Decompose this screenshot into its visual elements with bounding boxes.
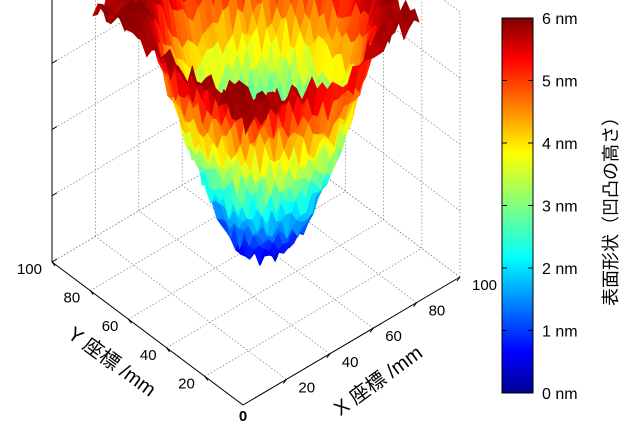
surface-cell <box>241 0 246 14</box>
z-tick <box>51 258 58 263</box>
y-tick <box>51 261 56 267</box>
y-tick <box>127 318 132 324</box>
y-tick-label: 100 <box>17 261 42 278</box>
x-tick-labels: 20 40 60 80 100 <box>298 277 497 396</box>
grid-line <box>225 159 417 303</box>
z-tick <box>51 59 58 64</box>
y-tick <box>166 347 171 353</box>
x-tick <box>369 327 374 333</box>
x-tick-label: 20 <box>298 379 315 396</box>
z-tick <box>51 126 58 130</box>
colorbar-tick-label: 5 nm <box>542 74 578 91</box>
x-tick-label: 40 <box>342 354 359 371</box>
y-tick-label: 80 <box>64 290 81 307</box>
colorbar-tick-label: 3 nm <box>542 199 578 216</box>
y-tick-labels: 20 40 60 80 100 <box>17 261 195 392</box>
surface-cell <box>114 0 121 9</box>
axis-lines <box>51 0 461 406</box>
colorbar-gradient <box>501 17 534 394</box>
y-tick <box>89 290 94 295</box>
y-tick <box>204 376 209 381</box>
surface-cell <box>359 0 367 15</box>
grid-line <box>268 133 461 278</box>
surface-cell <box>332 0 341 18</box>
surface-cell <box>302 0 309 14</box>
z-tick <box>51 192 58 197</box>
x-tick <box>413 302 418 307</box>
colorbar-label: 表面形状（凹凸の高さ） <box>601 108 621 306</box>
grid-line <box>138 210 331 355</box>
surface-cell <box>388 0 395 8</box>
grid-line <box>204 248 423 377</box>
x-axis-line <box>242 276 461 406</box>
grid-line <box>95 236 287 380</box>
grid-line <box>181 184 374 329</box>
x-tick-label: 80 <box>429 303 446 320</box>
surface-cell <box>168 0 173 11</box>
colorbar-tick-label: 1 nm <box>542 324 578 341</box>
y-tick-label: 20 <box>178 375 195 392</box>
y-tick-label: 40 <box>140 347 157 364</box>
colorbar-ticks: 0 nm 1 nm 2 nm 3 nm 4 nm 5 nm 6 nm <box>502 11 578 403</box>
colorbar-tick-label: 2 nm <box>542 261 578 278</box>
x-tick <box>456 276 461 282</box>
y-tick-label: 60 <box>102 318 119 335</box>
colorbar: 0 nm 1 nm 2 nm 3 nm 4 nm 5 nm 6 nm 表面形状（凹凸の高さ） <box>501 11 621 403</box>
origin-label: 0 <box>239 408 247 422</box>
colorbar-tick-label: 6 nm <box>542 11 578 28</box>
colorbar-tick-label: 4 nm <box>542 136 578 153</box>
x-tick <box>326 353 331 359</box>
surface-cell <box>240 109 252 135</box>
x-tick <box>282 379 287 384</box>
surface-mesh <box>92 0 420 267</box>
colorbar-tick-label: 0 nm <box>542 386 578 403</box>
grid-line <box>268 67 461 212</box>
surface-cell <box>221 0 229 11</box>
surface-cell <box>183 0 187 3</box>
x-tick-label: 100 <box>472 277 497 294</box>
y-axis-line <box>51 261 244 406</box>
x-tick-label: 60 <box>385 328 402 345</box>
